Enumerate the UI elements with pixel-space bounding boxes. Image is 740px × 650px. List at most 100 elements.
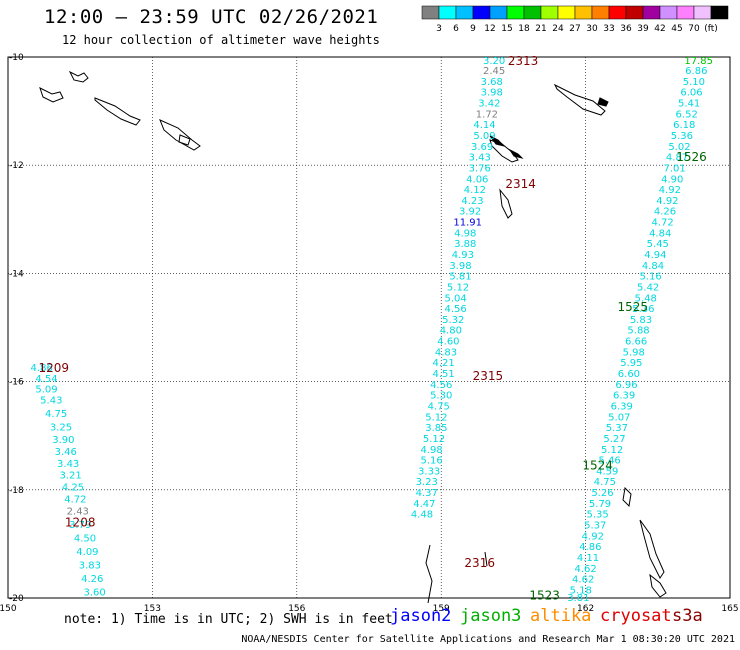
- colorbar-swatch: [557, 5, 576, 20]
- colorbar-tick-label: 70: [688, 24, 700, 34]
- x-tick-label: 153: [144, 604, 161, 614]
- swh-point-label: 3.81: [567, 593, 589, 604]
- colorbar-swatch: [421, 5, 440, 20]
- colorbar-tick-label: 30: [586, 24, 598, 34]
- colorbar-swatch: [540, 5, 559, 20]
- track-id-label: 1208: [65, 515, 96, 529]
- swh-point-label: 3.85: [425, 423, 447, 434]
- swh-point-label: 5.81: [449, 272, 471, 283]
- swh-point-label: 6.39: [613, 391, 635, 402]
- coastline: [622, 486, 632, 508]
- swh-point-label: 5.88: [627, 326, 649, 337]
- swh-point-label: 3.33: [418, 466, 440, 477]
- coastline: [178, 134, 191, 146]
- colorbar-swatch: [591, 5, 610, 20]
- chart-subtitle: 12 hour collection of altimeter wave hei…: [62, 33, 380, 47]
- swh-point-label: 5.98: [623, 347, 645, 358]
- coastline: [649, 573, 667, 598]
- swh-point-label: 5.12: [425, 412, 447, 423]
- swh-point-label: 3.92: [459, 207, 481, 218]
- track-id-label: 1526: [676, 150, 707, 164]
- swh-point-label: 5.09: [35, 385, 57, 396]
- colorbar-tick-label: 3: [436, 24, 442, 34]
- y-tick-label: -16: [9, 378, 24, 388]
- colorbar-tick-label: 12: [484, 24, 495, 34]
- track-id-label: 2314: [505, 177, 536, 191]
- y-tick-label: -14: [9, 269, 24, 279]
- swh-point-label: 4.25: [62, 483, 84, 494]
- colorbar-swatch: [642, 5, 661, 20]
- swh-point-label: 4.98: [454, 228, 476, 239]
- colorbar-tick-label: 27: [569, 24, 580, 34]
- y-tick-label: -10: [9, 53, 24, 63]
- swh-point-label: 4.37: [416, 488, 438, 499]
- swh-point-label: 4.09: [76, 547, 98, 558]
- colorbar-tick-label: 18: [518, 24, 530, 34]
- credit-text: NOAA/NESDIS Center for Satellite Applica…: [241, 634, 735, 645]
- colorbar-swatch: [676, 5, 695, 20]
- swh-point-label: 4.93: [452, 250, 474, 261]
- colorbar-swatch: [472, 5, 491, 20]
- swh-point-label: 5.16: [639, 272, 661, 283]
- island: [597, 97, 609, 107]
- swh-point-label: 4.72: [651, 218, 673, 229]
- swh-point-label: 5.18: [570, 585, 592, 596]
- swh-point-label: 4.75: [594, 477, 616, 488]
- colorbar-swatch: [625, 5, 644, 20]
- swh-point-label: 4.56: [430, 380, 452, 391]
- swh-point-label: 3.68: [481, 77, 503, 88]
- colorbar-tick-label: 24: [552, 24, 564, 34]
- series-track-2313: 3.202.453.683.983.421.724.145.093.693.43…: [411, 56, 505, 521]
- swh-point-label: 4.50: [74, 533, 96, 544]
- swh-point-label: 5.79: [589, 499, 611, 510]
- swh-point-label: 5.12: [447, 282, 469, 293]
- swh-point-label: 3.79: [69, 520, 91, 531]
- swh-point-label: 3.76: [469, 163, 491, 174]
- colorbar-swatch: [608, 5, 627, 20]
- colorbar-tick-label: 39: [637, 24, 649, 34]
- swh-point-label: 4.80: [440, 326, 462, 337]
- swh-point-label: 3.98: [481, 88, 503, 99]
- coastline: [94, 97, 141, 126]
- swh-point-label: 5.43: [40, 396, 62, 407]
- swh-point-label: 4.84: [649, 228, 671, 239]
- swh-point-label: 6.96: [615, 380, 637, 391]
- colorbar-swatch: [574, 5, 593, 20]
- track-id-label: 1524: [582, 458, 613, 472]
- swh-point-label: 5.41: [678, 99, 700, 110]
- series-track-1209: 4.864.545.095.43 4.75 3.253.903.463.433.21…: [31, 363, 106, 599]
- legend-cryosat: cryosat: [600, 606, 672, 626]
- swh-point-label: 5.16: [420, 456, 442, 467]
- swh-point-label: 5.32: [442, 315, 464, 326]
- swh-point-label: 6.18: [673, 120, 695, 131]
- swh-point-label: 3.42: [478, 99, 500, 110]
- colorbar-tick-label: 42: [654, 24, 665, 34]
- legend-s3a: s3a: [672, 606, 703, 626]
- colorbar-swatch: [455, 5, 474, 20]
- island: [508, 148, 524, 159]
- swh-point-label: 3.43: [469, 153, 491, 164]
- colorbar-swatch: [523, 5, 542, 20]
- swh-point-label: 4.87: [666, 153, 688, 164]
- swh-point-label: 2.43: [67, 506, 89, 517]
- x-tick-label: 150: [0, 604, 17, 614]
- colorbar-swatch: [693, 5, 712, 20]
- plot-frame: [7, 56, 731, 599]
- swh-point-label: 5.42: [637, 282, 659, 293]
- swh-point-label: 4.75: [45, 409, 67, 420]
- swh-point-label: 4.60: [437, 337, 459, 348]
- swh-point-label: 5.02: [668, 142, 690, 153]
- swh-point-label: 3.20: [483, 56, 505, 67]
- swh-point-label: 5.95: [620, 358, 642, 369]
- swh-point-label: 3.43: [57, 459, 79, 470]
- y-tick-label: -12: [9, 161, 24, 171]
- swh-point-label: 4.56: [445, 304, 467, 315]
- swh-point-label: 4.48: [411, 510, 433, 521]
- swh-point-label: 6.06: [680, 88, 702, 99]
- track-id-label: 2316: [464, 556, 495, 570]
- colorbar-tick-label: 45: [671, 24, 682, 34]
- swh-point-label: 4.06: [466, 174, 488, 185]
- coastline: [499, 188, 513, 219]
- colorbar-swatch: [710, 5, 729, 20]
- swh-point-label: 7.01: [664, 163, 686, 174]
